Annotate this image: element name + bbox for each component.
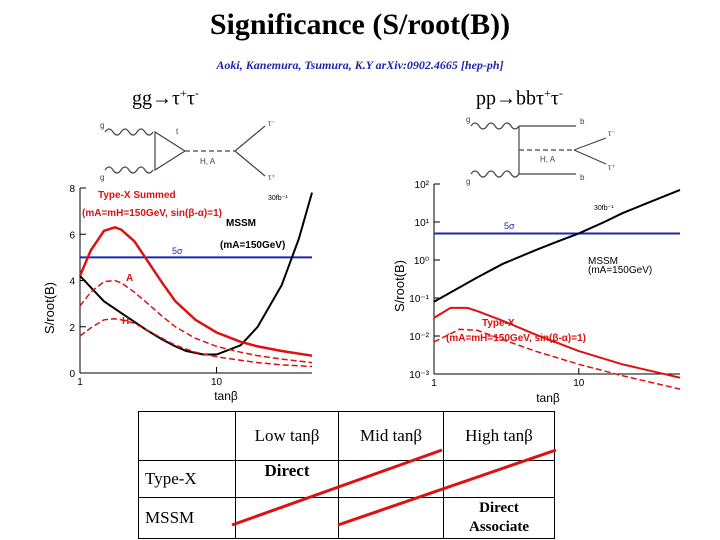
cl-mssm-params: (mA=150GeV)	[220, 240, 285, 251]
feynman-left-tau1: τ⁻	[268, 119, 275, 128]
cl-a-label: A	[126, 273, 133, 284]
cell-mssm-high: Direct Associate	[443, 497, 555, 539]
y-tick-label: 10⁻²	[409, 332, 429, 343]
process-left-mid: τ	[186, 87, 195, 110]
row-label-typex: Type-X	[138, 460, 236, 498]
y-tick-label: 2	[69, 323, 75, 334]
x-tick-label: 1	[77, 377, 83, 388]
gluon-2	[104, 166, 154, 174]
cl-h-label: H	[122, 316, 129, 327]
feynman-diagram-left: g g t H, A τ⁻ τ⁺	[100, 119, 275, 182]
page-title: Significance (S/root(B))	[209, 8, 511, 41]
process-right-base: pp→bbτ	[476, 87, 545, 110]
y-tick-label: 10⁻³	[409, 370, 429, 381]
cl-lumi: 30fb⁻¹	[268, 195, 288, 202]
gluon-1	[470, 122, 520, 130]
x-tick-label: 10	[211, 377, 223, 388]
feynman-left-g1: g	[100, 121, 104, 130]
gluon-2	[470, 170, 520, 178]
cell-typex-high	[443, 460, 555, 498]
feynman-right-tau2: τ⁺	[608, 163, 615, 172]
series-line-typex_summed	[78, 225, 313, 357]
y-tick-label: 4	[69, 277, 75, 288]
feynman-left-g2: g	[100, 173, 104, 182]
cell-mssm-mid	[338, 497, 444, 539]
cell-typex-mid	[338, 460, 444, 498]
cell-mssm-high-line1: Direct	[479, 500, 519, 516]
y-tick-label: 8	[69, 184, 75, 195]
feynman-right-tau1: τ⁻	[608, 129, 615, 138]
cr-typex-params: (mA=mH=150GeV, sin(β-α)=1)	[446, 333, 586, 344]
production-mode-table: Low tanβ Mid tanβ High tanβ Type-X Direc…	[138, 411, 555, 539]
feynman-diagram-right: g g b b H, A τ⁻ τ⁺	[466, 115, 615, 186]
process-left-sup1: +	[180, 86, 187, 100]
cl-mssm-title: MSSM	[226, 218, 256, 229]
cr-lumi: 30fb⁻¹	[594, 205, 614, 212]
process-label-left: gg→τ+τ-	[132, 86, 199, 111]
table-row: MSSM Direct Associate	[138, 497, 555, 539]
series-line-typex_a	[79, 279, 313, 364]
tau-line-2	[234, 150, 266, 177]
feynman-right-b1: b	[580, 117, 585, 126]
tau-line-1	[573, 137, 607, 151]
feynman-right-g2: g	[466, 177, 470, 186]
process-right-mid: τ	[550, 87, 559, 110]
col-header-low: Low tanβ	[235, 411, 339, 461]
cr-ylabel: S/root(B)	[392, 260, 407, 312]
col-header-high: High tanβ	[443, 411, 555, 461]
cell-typex-low: Direct	[235, 460, 339, 498]
cl-xlabel: tanβ	[214, 389, 238, 403]
tau-line-1	[234, 125, 266, 152]
x-tick-label: 10	[573, 378, 585, 389]
cr-mssm-title: MSSM	[588, 256, 618, 267]
y-tick-label: 0	[69, 369, 75, 380]
x-tick-label: 1	[431, 378, 437, 389]
series-line-typex_h	[79, 317, 313, 368]
cl-typex-params: (mA=mH=150GeV, sin(β-α)=1)	[82, 208, 222, 219]
process-label-right: pp→bbτ+τ-	[476, 86, 563, 111]
table-row: Type-X Direct	[138, 460, 555, 498]
cl-five-sigma-label: 5σ	[172, 246, 183, 256]
citation: Aoki, Kanemura, Tsumura, K.Y arXiv:0902.…	[216, 58, 504, 72]
feynman-right-b2: b	[580, 173, 585, 182]
y-tick-label: 10⁰	[414, 256, 429, 267]
series-line-typex_2	[433, 328, 681, 390]
process-left-sup2: -	[194, 86, 199, 100]
cell-mssm-high-line2: Associate	[469, 519, 529, 535]
y-tick-label: 10¹	[415, 218, 430, 229]
cr-typex-title: Type-X	[482, 318, 515, 329]
y-tick-label: 10⁻¹	[409, 294, 429, 305]
cell-mssm-low	[235, 497, 339, 539]
cr-mssm-params: (mA=150GeV)	[588, 265, 652, 276]
y-tick-label: 6	[69, 230, 75, 241]
feynman-left-tau2: τ⁺	[268, 173, 275, 182]
cr-five-sigma-label: 5σ	[504, 221, 515, 231]
table-corner-cell	[138, 411, 236, 461]
col-header-mid: Mid tanβ	[338, 411, 444, 461]
cl-typex-title: Type-X Summed	[98, 190, 176, 201]
feynman-left-t: t	[176, 127, 179, 136]
row-label-mssm: MSSM	[138, 497, 236, 539]
top-loop	[154, 130, 187, 172]
feynman-right-g1: g	[466, 115, 470, 124]
cr-xlabel: tanβ	[536, 391, 560, 405]
tau-line-2	[573, 149, 607, 165]
process-right-sup2: -	[558, 86, 563, 100]
chart-left: 0 2 4 6 8 1 10 S/root(B) tanβ Type-X Summed (m…	[42, 184, 313, 403]
gluon-1	[104, 128, 154, 136]
table-header-row: Low tanβ Mid tanβ High tanβ	[138, 411, 555, 461]
feynman-right-ha: H, A	[540, 155, 556, 164]
y-tick-label: 10²	[415, 180, 430, 191]
process-left-base: gg→τ	[132, 87, 181, 110]
series-line-typex	[433, 306, 681, 379]
process-right-sup1: +	[544, 86, 551, 100]
feynman-left-ha: H, A	[200, 157, 216, 166]
series-line-mssm	[433, 188, 681, 303]
cl-ylabel: S/root(B)	[42, 282, 57, 334]
